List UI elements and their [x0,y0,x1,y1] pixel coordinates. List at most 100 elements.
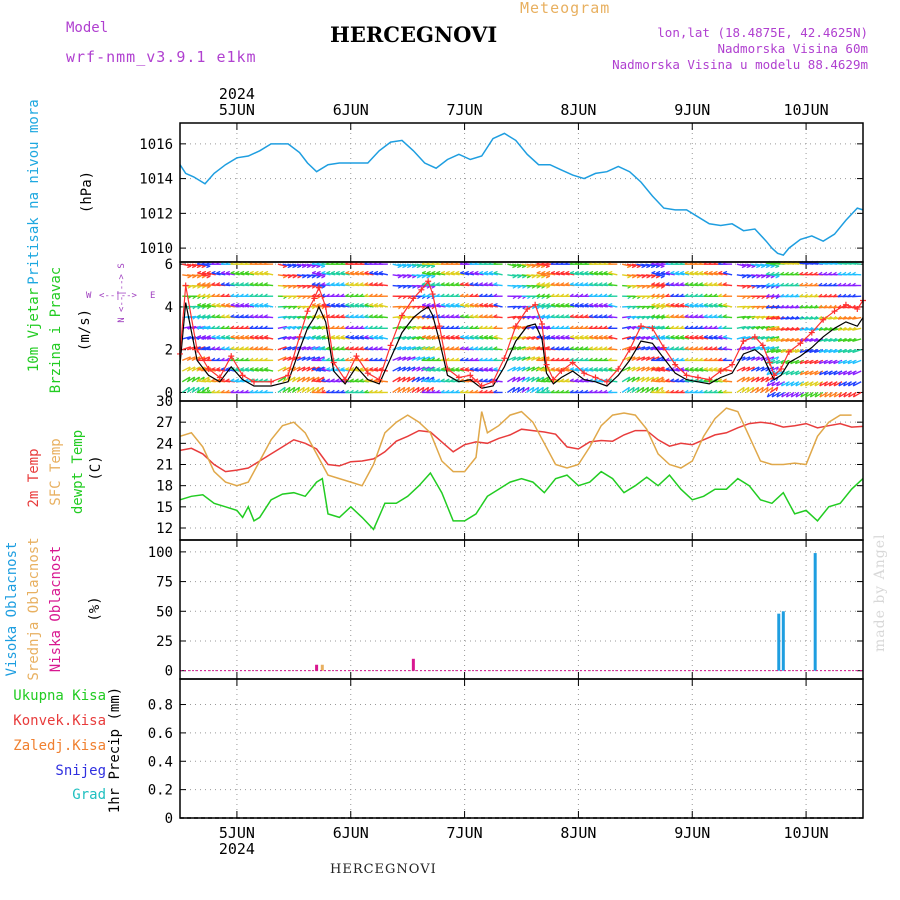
wind-arrow-head [842,371,847,376]
wind-arrow-head [608,325,612,329]
wind-arrow-head [770,387,774,392]
wind-arrow [665,304,675,308]
wind-arrow-head [703,282,708,286]
wind-arrow-head [660,389,665,393]
wind-arrow [474,272,484,276]
wind-arrow-head [431,335,436,338]
wind-arrow [746,325,756,329]
wind-arrow-head [378,335,383,338]
wind-arrow-head [197,270,202,274]
wind-arrow [301,386,310,394]
wind-arrow [397,263,407,267]
wind-arrow-head [412,387,415,392]
wind-arrow [718,272,728,276]
wind-arrow-head [474,389,479,393]
wind-arrow-head [196,282,202,286]
wind-arrow-head [459,282,464,286]
wind-arrow-head [555,314,560,318]
wind-arrow-head [345,314,350,318]
wind-arrow-head [660,270,666,274]
wind-arrow-head [297,265,302,269]
wind-arrow-head [474,314,479,318]
wind-arrow-head [765,326,770,331]
wind-arrow [570,368,580,372]
wind-arrow-head [259,314,264,318]
wind-arrow-head [364,325,369,329]
wind-arrow [291,376,301,383]
wind-arrow [750,376,760,383]
wind-arrow-head [249,389,254,393]
wind-arrow-head [474,335,479,338]
wind-arrow-head [440,389,445,393]
gust-marker [501,355,508,362]
x-day-label-top: 9JUN [674,101,710,119]
wind-arrow [287,386,296,394]
wind-arrow-head [598,270,603,274]
wind-arrow-head [412,285,417,289]
wind-arrow-head [287,275,292,279]
wind-arrow-head [626,265,632,269]
wind-arrow-head [435,357,440,361]
wind-arrow-head [765,282,770,287]
wind-arrow [511,366,521,372]
wind-arrow [431,272,441,276]
wind-arrow-head [517,275,522,279]
wind-arrow-head [833,393,837,398]
wind-arrow [718,336,728,340]
wind-arrow-head [321,389,326,393]
wind-arrow [301,376,310,383]
wind-arrow-head [469,357,474,361]
wind-arrow [631,356,641,362]
wind-arrow-head [588,346,594,350]
wind-arrow-head [192,285,197,289]
wind-arrow-head [364,335,369,338]
gust-marker [569,359,576,366]
wind-arrow [833,327,843,331]
wind-arrow-head [436,302,441,306]
wind-arrow-head [364,314,369,318]
wind-arrow-head [723,270,728,274]
series-line-temperature-1 [179,407,852,487]
wind-arrow-head [216,270,221,274]
wind-arrow-head [570,367,575,370]
wind-arrow [598,368,608,372]
wind-arrow [191,263,201,267]
wind-arrow-head [364,270,369,274]
wind-arrow-head [201,270,207,274]
wind-arrow-head [541,314,546,318]
wind-arrow [507,356,516,362]
wind-arrow [511,376,521,383]
wind-arrow-head [459,389,464,393]
wind-arrow-head [488,389,493,393]
wind-arrow-head [795,382,799,387]
wind-arrow [516,325,526,329]
wind-arrow-head [378,357,383,361]
wind-arrow-head [230,282,235,286]
wind-arrow-head [311,282,316,286]
wind-arrow [555,336,565,340]
wind-arrow-head [378,325,383,329]
wind-arrow-head [426,387,430,392]
wind-arrow-head [804,359,808,364]
wind-arrow [584,272,594,276]
wind-arrow-head [450,335,455,338]
wind-arrow [511,346,521,351]
wind-arrow [406,366,416,372]
wind-arrow-head [789,315,794,320]
series-line-wind-0 [179,302,864,389]
wind-arrow-head [225,282,230,286]
wind-arrow-head [818,348,823,353]
gust-marker [296,333,303,340]
wind-arrow-head [713,325,718,329]
wind-arrow-head [813,282,818,287]
wind-arrow-head [345,282,350,286]
wind-arrow [765,376,774,383]
wind-arrow-head [665,378,670,382]
wind-arrow [191,274,201,277]
wind-arrow-head [809,382,813,387]
compass-ns-axis: N <--|--> S [117,263,127,323]
wind-arrow-head [536,293,541,297]
wind-arrow [369,336,379,340]
wind-arrow-head [813,337,818,342]
x-day-label-bottom: 5JUN [219,824,255,842]
